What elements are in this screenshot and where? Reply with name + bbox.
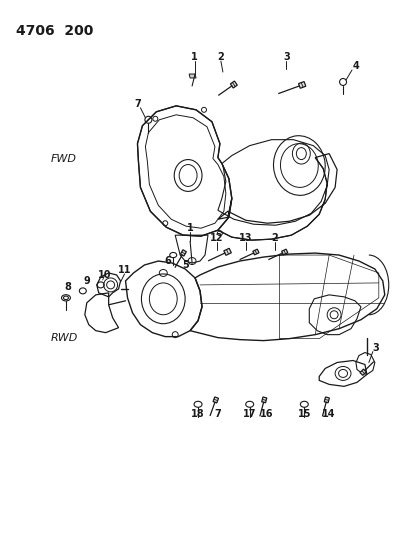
Polygon shape bbox=[189, 74, 196, 78]
Polygon shape bbox=[252, 249, 258, 255]
Polygon shape bbox=[324, 397, 328, 403]
Polygon shape bbox=[213, 397, 218, 403]
Text: 3: 3 bbox=[282, 52, 289, 62]
Text: 9: 9 bbox=[83, 276, 90, 286]
Text: 13: 13 bbox=[238, 233, 252, 243]
Text: 6: 6 bbox=[164, 256, 170, 266]
Polygon shape bbox=[281, 249, 287, 255]
Polygon shape bbox=[230, 81, 237, 88]
Text: 11: 11 bbox=[117, 265, 131, 275]
Polygon shape bbox=[261, 397, 266, 403]
Text: 7: 7 bbox=[214, 409, 221, 419]
Text: 18: 18 bbox=[191, 409, 204, 419]
Text: 12: 12 bbox=[210, 233, 223, 243]
Text: 1: 1 bbox=[190, 52, 197, 62]
Polygon shape bbox=[180, 250, 186, 256]
Text: 5: 5 bbox=[181, 260, 188, 270]
Polygon shape bbox=[223, 248, 231, 255]
Text: 14: 14 bbox=[321, 409, 335, 419]
Polygon shape bbox=[298, 82, 305, 88]
Text: 15: 15 bbox=[297, 409, 310, 419]
Text: 7: 7 bbox=[134, 99, 141, 109]
Text: 4: 4 bbox=[352, 61, 358, 71]
Text: 1: 1 bbox=[186, 223, 193, 233]
Text: 2: 2 bbox=[217, 52, 224, 62]
Text: RWD: RWD bbox=[51, 333, 78, 343]
Text: 3: 3 bbox=[371, 343, 378, 352]
Text: FWD: FWD bbox=[51, 154, 77, 164]
Text: 10: 10 bbox=[98, 270, 111, 280]
Text: 4706  200: 4706 200 bbox=[16, 25, 93, 38]
Text: 16: 16 bbox=[259, 409, 273, 419]
Polygon shape bbox=[359, 369, 365, 375]
Text: 2: 2 bbox=[270, 233, 277, 243]
Text: 8: 8 bbox=[64, 282, 71, 292]
Text: 17: 17 bbox=[243, 409, 256, 419]
